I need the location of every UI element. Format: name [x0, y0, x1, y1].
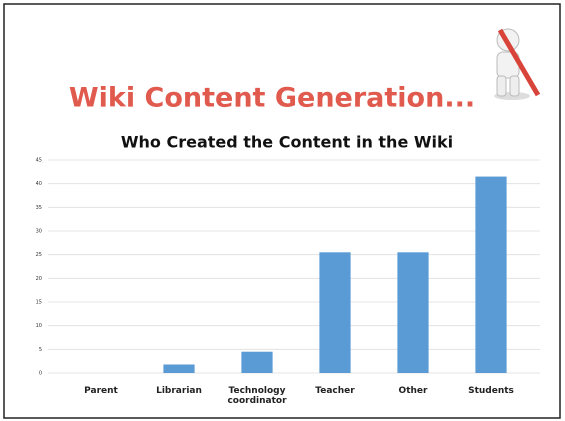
- figure-icon: [494, 28, 541, 100]
- y-tick-label: 15: [36, 300, 42, 306]
- bar: [319, 252, 351, 373]
- y-tick-label: 5: [39, 347, 42, 353]
- chart-title: Who Created the Content in the Wiki: [121, 133, 453, 152]
- y-tick-label: 20: [36, 276, 42, 282]
- bar: [241, 351, 273, 373]
- x-tick-label: Librarian: [156, 386, 202, 396]
- y-tick-label: 40: [36, 181, 42, 187]
- y-tick-label: 25: [36, 252, 42, 258]
- x-tick-label: Teacher: [315, 386, 355, 396]
- x-tick-label: Technology coordinator: [227, 386, 287, 406]
- x-tick-label: Students: [468, 386, 514, 396]
- y-tick-label: 0: [39, 371, 42, 377]
- y-tick-label: 45: [36, 158, 42, 164]
- slide-title: Wiki Content Generation...: [69, 83, 475, 114]
- y-tick-label: 35: [36, 205, 42, 211]
- x-tick-label: Parent: [84, 386, 118, 396]
- bar: [163, 364, 195, 373]
- bar: [397, 252, 429, 373]
- y-tick-label: 30: [36, 229, 42, 235]
- y-tick-label: 10: [36, 323, 42, 329]
- bar: [475, 176, 507, 373]
- x-tick-label: Other: [398, 386, 428, 396]
